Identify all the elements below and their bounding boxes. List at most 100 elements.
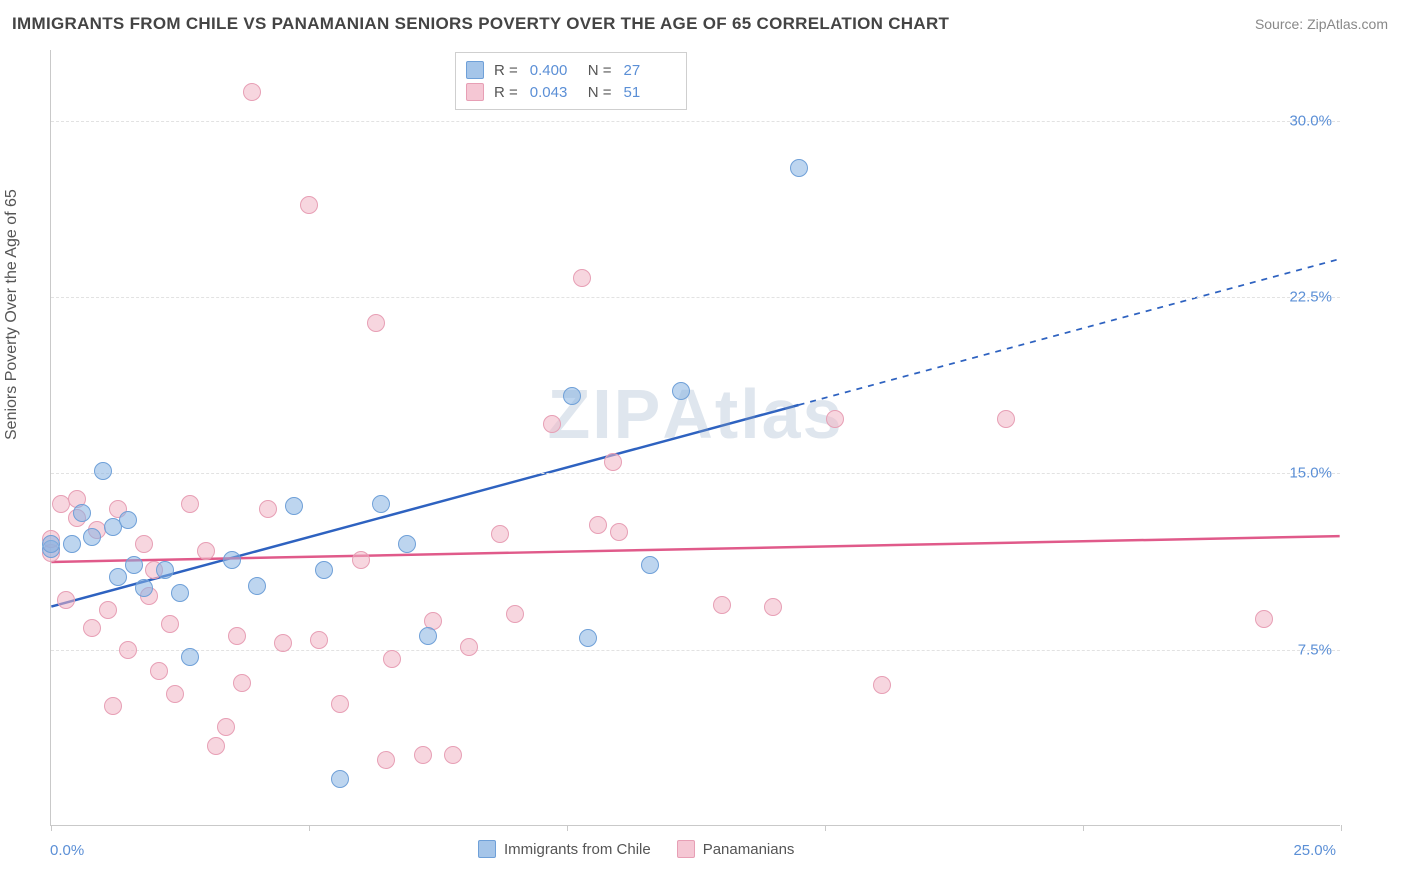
- y-tick-label: 30.0%: [1289, 112, 1332, 129]
- data-point: [764, 598, 782, 616]
- data-point: [181, 648, 199, 666]
- swatch-blue-icon: [478, 840, 496, 858]
- gridline: [51, 297, 1340, 298]
- data-point: [119, 511, 137, 529]
- data-point: [377, 751, 395, 769]
- data-point: [207, 737, 225, 755]
- data-point: [543, 415, 561, 433]
- data-point: [1255, 610, 1273, 628]
- gridline: [51, 121, 1340, 122]
- data-point: [610, 523, 628, 541]
- data-point: [579, 629, 597, 647]
- data-point: [873, 676, 891, 694]
- data-point: [589, 516, 607, 534]
- data-point: [259, 500, 277, 518]
- data-point: [331, 695, 349, 713]
- legend-item-panamanians: Panamanians: [677, 840, 795, 858]
- legend-n-label: N =: [588, 84, 612, 101]
- data-point: [63, 535, 81, 553]
- legend-r-value-chile: 0.400: [530, 62, 578, 79]
- legend-item-label: Immigrants from Chile: [504, 841, 651, 858]
- data-point: [109, 568, 127, 586]
- legend-row-chile: R = 0.400 N = 27: [466, 59, 672, 81]
- data-point: [83, 528, 101, 546]
- data-point: [790, 159, 808, 177]
- legend-r-label: R =: [494, 62, 518, 79]
- data-point: [181, 495, 199, 513]
- legend-n-value-panamanians: 51: [624, 84, 672, 101]
- data-point: [352, 551, 370, 569]
- x-tick-mark: [51, 825, 52, 831]
- y-tick-label: 15.0%: [1289, 465, 1332, 482]
- data-point: [83, 619, 101, 637]
- data-point: [573, 269, 591, 287]
- gridline: [51, 650, 1340, 651]
- data-point: [104, 697, 122, 715]
- data-point: [604, 453, 622, 471]
- data-point: [135, 579, 153, 597]
- x-tick-mark: [1083, 825, 1084, 831]
- data-point: [274, 634, 292, 652]
- swatch-pink-icon: [466, 83, 484, 101]
- data-point: [233, 674, 251, 692]
- data-point: [156, 561, 174, 579]
- plot-area: ZIPAtlas 7.5%15.0%22.5%30.0%: [50, 50, 1340, 826]
- data-point: [997, 410, 1015, 428]
- chart-container: IMMIGRANTS FROM CHILE VS PANAMANIAN SENI…: [0, 0, 1406, 892]
- data-point: [491, 525, 509, 543]
- data-point: [150, 662, 168, 680]
- gridline: [51, 473, 1340, 474]
- x-tick-mark: [825, 825, 826, 831]
- data-point: [57, 591, 75, 609]
- data-point: [73, 504, 91, 522]
- source-label: Source: ZipAtlas.com: [1255, 16, 1388, 32]
- data-point: [310, 631, 328, 649]
- data-point: [125, 556, 143, 574]
- data-point: [243, 83, 261, 101]
- x-tick-label-max: 25.0%: [1293, 842, 1336, 859]
- x-tick-label-min: 0.0%: [50, 842, 84, 859]
- data-point: [826, 410, 844, 428]
- data-point: [119, 641, 137, 659]
- data-point: [228, 627, 246, 645]
- data-point: [248, 577, 266, 595]
- x-tick-mark: [567, 825, 568, 831]
- data-point: [300, 196, 318, 214]
- data-point: [217, 718, 235, 736]
- legend-item-chile: Immigrants from Chile: [478, 840, 651, 858]
- swatch-pink-icon: [677, 840, 695, 858]
- x-tick-mark: [1341, 825, 1342, 831]
- legend-row-panamanians: R = 0.043 N = 51: [466, 81, 672, 103]
- data-point: [383, 650, 401, 668]
- data-point: [398, 535, 416, 553]
- data-point: [367, 314, 385, 332]
- data-point: [197, 542, 215, 560]
- data-point: [99, 601, 117, 619]
- legend-correlation: R = 0.400 N = 27 R = 0.043 N = 51: [455, 52, 687, 110]
- trend-line: [51, 536, 1339, 562]
- data-point: [641, 556, 659, 574]
- y-tick-label: 7.5%: [1298, 641, 1332, 658]
- data-point: [444, 746, 462, 764]
- data-point: [171, 584, 189, 602]
- data-point: [713, 596, 731, 614]
- legend-item-label: Panamanians: [703, 841, 795, 858]
- data-point: [42, 535, 60, 553]
- x-tick-mark: [309, 825, 310, 831]
- data-point: [135, 535, 153, 553]
- trend-line-dashed: [799, 259, 1340, 405]
- data-point: [672, 382, 690, 400]
- y-tick-label: 22.5%: [1289, 288, 1332, 305]
- legend-r-label: R =: [494, 84, 518, 101]
- data-point: [506, 605, 524, 623]
- data-point: [331, 770, 349, 788]
- data-point: [372, 495, 390, 513]
- data-point: [419, 627, 437, 645]
- data-point: [563, 387, 581, 405]
- data-point: [166, 685, 184, 703]
- data-point: [460, 638, 478, 656]
- legend-series: Immigrants from Chile Panamanians: [478, 840, 794, 858]
- data-point: [94, 462, 112, 480]
- legend-n-value-chile: 27: [624, 62, 672, 79]
- data-point: [315, 561, 333, 579]
